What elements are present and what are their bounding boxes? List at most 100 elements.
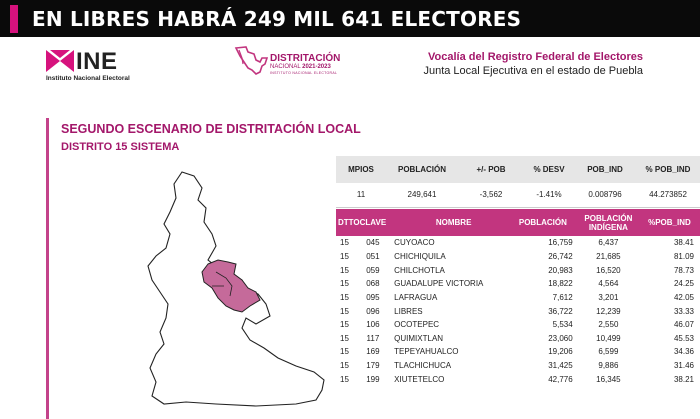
cell-poblacion: 18,822 — [548, 279, 573, 289]
cell-poblacion: 19,206 — [548, 347, 573, 357]
district-15-highlight — [201, 259, 261, 313]
summary-header-row: MPIOS POBLACIÓN +/- POB % DESV POB_IND %… — [336, 156, 700, 183]
summary-header: +/- POB — [458, 156, 524, 183]
municipios-header-row: DTTO CLAVE NOMBRE POBLACIÓN POBLACIÓN IN… — [336, 209, 700, 236]
cell-pct-pob-ind: 38.41 — [673, 238, 694, 248]
ine-logo-icon — [46, 50, 74, 72]
summary-cell: 249,641 — [386, 183, 458, 208]
cell-dtto: 15 — [340, 361, 349, 371]
column-header: DTTO — [336, 209, 360, 236]
summary-header: POBLACIÓN — [386, 156, 458, 183]
summary-header: % POB_IND — [636, 156, 700, 183]
cell-clave: 045 — [366, 238, 380, 248]
cell-nombre: OCOTEPEC — [394, 320, 440, 330]
summary-header: % DESV — [524, 156, 574, 183]
cell-clave: 051 — [366, 251, 380, 261]
cell-nombre: GUADALUPE VICTORIA — [394, 279, 484, 289]
column-header: POBLACIÓN — [513, 209, 577, 236]
cell-dtto: 15 — [340, 347, 349, 357]
headline-bar: EN LIBRES HABRÁ 249 MIL 641 ELECTORES — [0, 0, 700, 37]
distritacion-institute: INSTITUTO NACIONAL ELECTORAL — [270, 71, 338, 75]
mexico-map-icon — [234, 46, 268, 75]
summary-cell: 11 — [336, 183, 386, 208]
cell-poblacion: 20,983 — [548, 265, 573, 275]
column-header: NOMBRE — [386, 209, 514, 236]
cell-nombre: TLACHICHUCA — [394, 361, 452, 371]
cell-pct-pob-ind: 46.07 — [673, 320, 694, 330]
cell-pct-pob-ind: 42.05 — [673, 292, 694, 302]
summary-cell: 0.008796 — [574, 183, 636, 208]
cell-poblacion: 7,612 — [552, 292, 573, 302]
summary-header: MPIOS — [336, 156, 386, 183]
cell-pob-indigena: 4,564 — [598, 279, 619, 289]
cell-pct-pob-ind: 24.25 — [673, 279, 694, 289]
vocalia-block: Vocalía del Registro Federal de Electore… — [423, 51, 643, 77]
ine-logo-subtitle: Instituto Nacional Electoral — [46, 75, 130, 82]
table-row: 15 199 XIUTETELCO 42,776 16,345 38.21 — [336, 372, 700, 386]
cell-pct-pob-ind: 45.53 — [673, 333, 694, 343]
cell-nombre: CHICHIQUILA — [394, 251, 446, 261]
headline-text: EN LIBRES HABRÁ 249 MIL 641 ELECTORES — [32, 6, 522, 31]
summary-cell: -3,562 — [458, 183, 524, 208]
cell-dtto: 15 — [340, 306, 349, 316]
cell-pct-pob-ind: 33.33 — [673, 306, 694, 316]
table-row: 15 068 GUADALUPE VICTORIA 18,822 4,564 24.25 — [336, 277, 700, 291]
cell-poblacion: 42,776 — [548, 374, 573, 384]
table-row: 15 095 LAFRAGUA 7,612 3,201 42.05 — [336, 291, 700, 305]
table-row: 15 169 TEPEYAHUALCO 19,206 6,599 34.36 — [336, 345, 700, 359]
cell-clave: 169 — [366, 347, 380, 357]
table-row: 15 045 CUYOACO 16,759 6,437 38.41 — [336, 236, 700, 250]
cell-poblacion: 16,759 — [548, 238, 573, 248]
distritacion-subtitle: NACIONAL 2021-2023 — [270, 64, 331, 70]
cell-clave: 096 — [366, 306, 380, 316]
puebla-district-map — [147, 171, 325, 407]
summary-table: MPIOS POBLACIÓN +/- POB % DESV POB_IND %… — [336, 156, 700, 208]
summary-header: POB_IND — [574, 156, 636, 183]
cell-pob-indigena: 12,239 — [596, 306, 621, 316]
ine-logo: INE Instituto Nacional Electoral — [46, 48, 146, 86]
column-header: %POB_IND — [640, 209, 700, 236]
cell-pob-indigena: 10,499 — [596, 333, 621, 343]
cell-clave: 068 — [366, 279, 380, 289]
distritacion-subtitle-years: 2021-2023 — [302, 64, 331, 70]
ine-logo-word: INE — [76, 48, 118, 75]
headline-accent — [10, 4, 18, 33]
summary-row: 11 249,641 -3,562 -1.41% 0.008796 44.273… — [336, 183, 700, 208]
cell-dtto: 15 — [340, 238, 349, 248]
cell-clave: 059 — [366, 265, 380, 275]
cell-clave: 117 — [366, 333, 380, 343]
section-divider — [46, 118, 49, 419]
cell-pob-indigena: 2,550 — [598, 320, 619, 330]
cell-pob-indigena: 16,520 — [596, 265, 621, 275]
cell-pct-pob-ind: 81.09 — [673, 251, 694, 261]
cell-clave: 095 — [366, 292, 380, 302]
distritacion-logo: DISTRITACIÓN NACIONAL 2021-2023 INSTITUT… — [234, 44, 374, 80]
cell-clave: 179 — [366, 361, 380, 371]
vocalia-subtitle: Junta Local Ejecutiva en el estado de Pu… — [423, 65, 643, 77]
column-header: CLAVE — [359, 209, 387, 236]
cell-nombre: CUYOACO — [394, 238, 435, 248]
cell-pob-indigena: 16,345 — [596, 374, 621, 384]
table-row: 15 051 CHICHIQUILA 26,742 21,685 81.09 — [336, 250, 700, 264]
cell-nombre: CHILCHOTLA — [394, 265, 445, 275]
vocalia-title: Vocalía del Registro Federal de Electore… — [428, 51, 643, 63]
cell-dtto: 15 — [340, 374, 349, 384]
cell-poblacion: 26,742 — [548, 251, 573, 261]
cell-pob-indigena: 3,201 — [598, 292, 619, 302]
table-row: 15 106 OCOTEPEC 5,534 2,550 46.07 — [336, 318, 700, 332]
section-subtitle: DISTRITO 15 SISTEMA — [61, 141, 180, 153]
cell-dtto: 15 — [340, 279, 349, 289]
cell-dtto: 15 — [340, 251, 349, 261]
table-row: 15 059 CHILCHOTLA 20,983 16,520 78.73 — [336, 263, 700, 277]
cell-nombre: LIBRES — [394, 306, 423, 316]
cell-nombre: LAFRAGUA — [394, 292, 438, 302]
cell-dtto: 15 — [340, 265, 349, 275]
cell-pob-indigena: 9,886 — [598, 361, 619, 371]
summary-cell: 44.273852 — [636, 183, 700, 208]
table-row: 15 096 LIBRES 36,722 12,239 33.33 — [336, 304, 700, 318]
district-15-inner-line — [212, 271, 233, 297]
cell-poblacion: 31,425 — [548, 361, 573, 371]
table-row: 15 179 TLACHICHUCA 31,425 9,886 31.46 — [336, 359, 700, 373]
cell-nombre: QUIMIXTLAN — [394, 333, 444, 343]
cell-poblacion: 5,534 — [552, 320, 573, 330]
